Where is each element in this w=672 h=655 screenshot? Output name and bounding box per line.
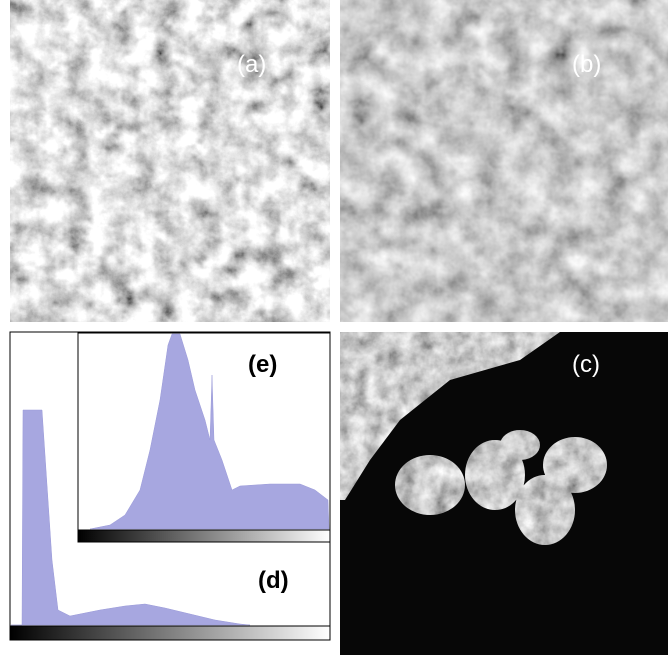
panel-c: (c) bbox=[340, 332, 668, 655]
panel-label: (c) bbox=[572, 351, 600, 378]
image-b bbox=[340, 0, 668, 322]
image-a bbox=[10, 0, 330, 322]
panel-a: (a) bbox=[10, 0, 330, 322]
panel-e: (e) bbox=[78, 333, 330, 542]
panel-label: (e) bbox=[248, 351, 277, 378]
panel-b: (b) bbox=[340, 0, 668, 322]
gray-scale-bar bbox=[78, 530, 330, 542]
figure: (a) (b) (c) (d) (e) bbox=[0, 0, 672, 655]
panel-label: (d) bbox=[258, 567, 289, 594]
panel-label: (b) bbox=[572, 51, 601, 78]
page: (a) (b) (c) (d) (e) (() => { const data … bbox=[0, 0, 672, 655]
panel-label: (a) bbox=[237, 51, 266, 78]
gray-scale-bar bbox=[10, 626, 330, 640]
